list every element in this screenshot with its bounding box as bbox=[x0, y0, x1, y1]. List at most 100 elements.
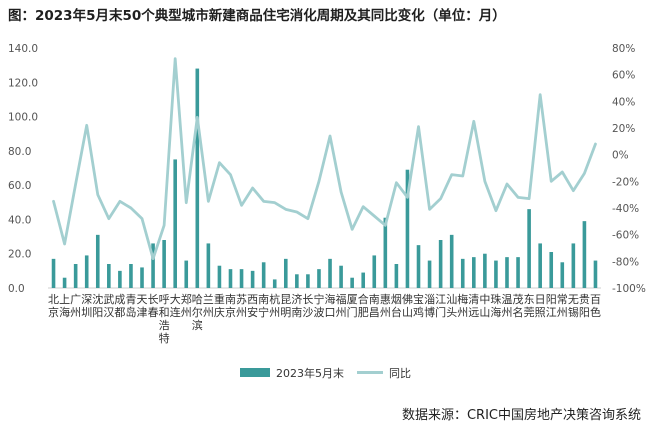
right-tick-label: -20% bbox=[612, 176, 639, 188]
category-label: 无锡 bbox=[568, 293, 579, 319]
bar bbox=[416, 245, 421, 288]
bar bbox=[184, 260, 189, 288]
left-tick-label: 40.0 bbox=[8, 214, 31, 226]
yoy-point bbox=[185, 201, 188, 204]
right-tick-label: 20% bbox=[612, 123, 635, 135]
bar bbox=[151, 243, 155, 288]
category-label: 南宁 bbox=[258, 293, 269, 319]
yoy-point bbox=[318, 180, 320, 183]
bar bbox=[62, 277, 67, 288]
yoy-point bbox=[495, 209, 497, 212]
category-label: 成都 bbox=[114, 293, 125, 319]
yoy-point bbox=[351, 228, 353, 231]
bar bbox=[283, 258, 288, 288]
bar bbox=[261, 262, 266, 288]
category-label: 青岛 bbox=[125, 293, 136, 319]
bar bbox=[361, 272, 366, 288]
right-tick-label: 40% bbox=[612, 96, 635, 108]
yoy-point bbox=[196, 116, 199, 119]
bar bbox=[328, 258, 332, 288]
category-label: 东莞 bbox=[524, 293, 535, 319]
right-tick-label: 60% bbox=[612, 70, 635, 82]
bar bbox=[217, 265, 222, 288]
bar bbox=[538, 243, 542, 288]
bar bbox=[306, 274, 310, 288]
yoy-point bbox=[251, 187, 254, 189]
bar bbox=[84, 255, 89, 288]
category-label: 昆明 bbox=[280, 293, 291, 319]
yoy-point bbox=[262, 200, 265, 203]
category-label: 茂名 bbox=[513, 292, 524, 319]
bar bbox=[250, 270, 255, 288]
category-label: 天津 bbox=[137, 293, 148, 319]
yoy-point bbox=[329, 135, 331, 137]
yoy-point bbox=[594, 143, 597, 145]
bar bbox=[593, 260, 598, 288]
yoy-point bbox=[506, 183, 508, 185]
yoy-point bbox=[284, 208, 287, 211]
bar bbox=[295, 274, 299, 288]
bar bbox=[560, 262, 565, 288]
yoy-point bbox=[229, 173, 232, 176]
yoy-point bbox=[539, 93, 541, 96]
yoy-point bbox=[561, 171, 564, 173]
category-label: 深圳 bbox=[81, 293, 92, 319]
bar bbox=[527, 209, 531, 288]
category-label: 淄博 bbox=[424, 293, 435, 319]
yoy-point bbox=[528, 197, 530, 200]
bar bbox=[372, 255, 377, 288]
yoy-point bbox=[240, 204, 243, 207]
yoy-point bbox=[550, 180, 553, 183]
bar bbox=[516, 257, 520, 288]
yoy-point bbox=[296, 211, 298, 213]
bar bbox=[405, 169, 410, 288]
bar bbox=[51, 258, 56, 288]
category-label: 南京 bbox=[225, 293, 236, 319]
category-label: 宝鸡 bbox=[413, 292, 424, 319]
yoy-point bbox=[373, 215, 376, 217]
left-tick-label: 60.0 bbox=[8, 180, 31, 192]
yoy-point bbox=[439, 197, 442, 200]
yoy-point bbox=[119, 200, 121, 203]
category-label: 佛山 bbox=[402, 293, 413, 319]
yoy-line bbox=[52, 57, 597, 261]
left-tick-label: 100.0 bbox=[8, 112, 38, 124]
category-label: 苏州 bbox=[236, 293, 247, 319]
yoy-point bbox=[484, 180, 486, 183]
bar bbox=[195, 68, 200, 288]
right-tick-label: 0% bbox=[612, 150, 629, 162]
category-label: 汕头 bbox=[446, 293, 457, 319]
yoy-point bbox=[395, 181, 398, 184]
category-label: 贵阳 bbox=[579, 293, 590, 319]
bar bbox=[472, 257, 476, 288]
category-label: 惠州 bbox=[380, 292, 391, 319]
yoy-point bbox=[572, 189, 575, 192]
category-label: 沈阳 bbox=[92, 292, 103, 319]
left-tick-label: 80.0 bbox=[8, 146, 31, 158]
yoy-point bbox=[340, 191, 342, 193]
category-label: 北京 bbox=[48, 293, 59, 319]
category-label: 合肥 bbox=[358, 292, 369, 319]
yoy-point bbox=[384, 224, 387, 227]
bar bbox=[350, 277, 354, 288]
right-tick-label: -40% bbox=[612, 203, 639, 215]
left-tick-label: 120.0 bbox=[8, 77, 38, 89]
category-label: 杭州 bbox=[269, 292, 280, 319]
category-label: 日照 bbox=[535, 293, 546, 319]
category-label: 江门 bbox=[435, 293, 446, 319]
category-label: 梅州 bbox=[457, 292, 468, 319]
yoy-point bbox=[85, 124, 88, 127]
category-label: 呼和浩特 bbox=[159, 293, 170, 345]
chart-title: 图：2023年5月末50个典型城市新建商品住宅消化周期及其同比变化（单位：月） bbox=[8, 8, 506, 24]
bar bbox=[95, 234, 100, 288]
category-label: 长沙 bbox=[302, 293, 313, 319]
category-label: 兰州 bbox=[203, 293, 214, 319]
bar bbox=[162, 240, 166, 288]
category-label: 西安 bbox=[247, 293, 258, 319]
category-label: 广州 bbox=[70, 293, 81, 319]
yoy-point bbox=[406, 196, 409, 199]
bar bbox=[107, 264, 111, 288]
bar bbox=[339, 265, 343, 288]
category-label: 阳江 bbox=[546, 293, 557, 319]
